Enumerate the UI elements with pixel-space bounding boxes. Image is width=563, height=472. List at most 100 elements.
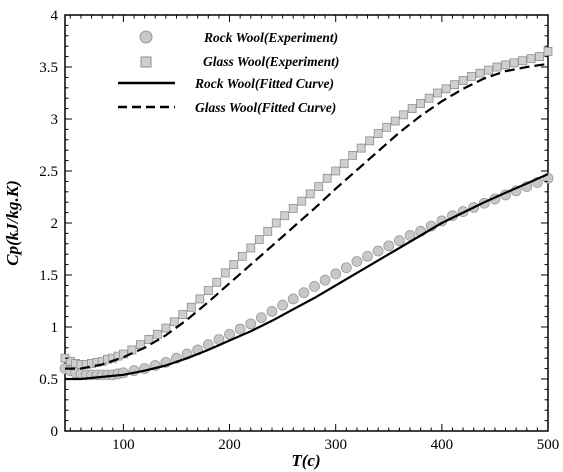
glass-wool-data-point: [424, 93, 434, 103]
series-1-markers: [60, 47, 553, 369]
glass-wool-data-point: [356, 143, 366, 153]
rock-wool-data-point: [117, 367, 129, 379]
rock-wool-data-point: [277, 299, 289, 311]
glass-wool-data-point: [450, 80, 459, 90]
rock-wool-data-point: [255, 312, 267, 324]
x-tick-label: 100: [112, 437, 135, 453]
glass-wool-data-point: [246, 243, 256, 253]
tick-layer: 100 200 300 400 500 0 0.5 1 1.5 2 2.5 3 3.5 4: [39, 8, 559, 453]
glass-wool-data-point: [169, 317, 179, 327]
glass-wool-data-point: [407, 104, 417, 113]
glass-wool-data-point: [220, 268, 230, 278]
glass-wool-data-point: [399, 110, 409, 120]
glass-wool-data-point: [390, 116, 400, 126]
plot-area: 100 200 300 400 500 0 0.5 1 1.5 2 2.5 3 3.5 4: [39, 8, 559, 453]
legend-entry-glass-wool-fitted: Glass Wool(Fitted Curve): [118, 100, 336, 115]
y-tick-label: 3.5: [39, 60, 58, 76]
glass-wool-data-point: [416, 99, 426, 108]
x-tick-label: 400: [431, 437, 454, 453]
glass-wool-data-point: [314, 182, 324, 192]
glass-wool-data-point: [118, 349, 128, 359]
legend: Rock Wool(Experiment) Glass Wool(Experim…: [118, 30, 339, 115]
rock-wool-data-point: [362, 250, 373, 262]
y-axis-title: Cp(kJ/kg.K): [3, 180, 22, 265]
glass-wool-data-point: [161, 323, 171, 333]
legend-entry-rock-wool-experiment: Rock Wool(Experiment): [139, 30, 338, 45]
glass-wool-data-point: [237, 251, 247, 261]
legend-square-marker: [140, 56, 152, 68]
glass-wool-data-point: [475, 68, 485, 78]
legend-label-rock-wool-fitted: Rock Wool(Fitted Curve): [194, 76, 334, 91]
glass-wool-data-point: [467, 71, 476, 81]
y-tick-label: 0: [51, 424, 59, 440]
rock-wool-data-point: [234, 323, 246, 335]
rock-wool-data-point: [266, 305, 278, 317]
glass-wool-data-point: [152, 329, 162, 339]
rock-wool-data-point: [319, 274, 331, 286]
y-tick-label: 2.5: [39, 164, 58, 180]
glass-wool-data-point: [365, 136, 375, 146]
glass-wool-data-point: [484, 65, 493, 75]
glass-wool-data-point: [203, 286, 213, 296]
x-tick-label: 200: [218, 437, 241, 453]
glass-wool-data-point: [433, 88, 443, 98]
legend-entry-rock-wool-fitted: Rock Wool(Fitted Curve): [118, 76, 334, 91]
glass-wool-data-point: [535, 52, 544, 61]
glass-wool-data-point: [373, 129, 383, 138]
glass-wool-data-point: [195, 294, 205, 304]
glass-wool-data-point: [178, 310, 188, 319]
rock-wool-data-point: [372, 245, 384, 257]
y-tick-label: 2: [51, 216, 59, 232]
y-tick-label: 1.5: [39, 268, 58, 284]
y-tick-label: 1: [51, 320, 59, 336]
glass-wool-data-point: [305, 189, 315, 199]
rock-wool-data-point: [287, 293, 299, 305]
glass-wool-data-point: [322, 173, 332, 183]
rock-wool-data-point: [298, 287, 310, 299]
x-tick-label: 500: [537, 437, 560, 453]
y-tick-label: 4: [51, 8, 59, 24]
glass-wool-data-point: [212, 277, 222, 287]
y-tick-label: 0.5: [39, 372, 58, 388]
glass-wool-data-point: [271, 218, 281, 228]
glass-wool-data-point: [382, 122, 392, 132]
glass-wool-data-point: [254, 235, 264, 245]
rock-wool-data-point: [330, 268, 342, 280]
glass-wool-data-point: [518, 56, 527, 66]
glass-wool-data-point: [348, 150, 358, 160]
y-tick-label: 3: [51, 112, 59, 128]
legend-label-glass-wool-fitted: Glass Wool(Fitted Curve): [195, 100, 336, 115]
legend-circle-marker: [139, 30, 153, 44]
rock-wool-fitted-curve: [65, 173, 549, 381]
data-layer: [59, 47, 554, 381]
glass-wool-data-point: [492, 62, 502, 72]
legend-entry-glass-wool-experiment: Glass Wool(Experiment): [140, 54, 339, 69]
glass-wool-data-point: [331, 166, 341, 176]
glass-wool-data-point: [297, 196, 307, 206]
glass-wool-data-point: [144, 335, 154, 344]
glass-wool-data-point: [501, 60, 510, 70]
glass-wool-data-point: [263, 226, 273, 236]
x-tick-label: 300: [324, 437, 347, 453]
legend-label-rock-wool-experiment: Rock Wool(Experiment): [203, 30, 338, 45]
glass-wool-data-point: [186, 302, 196, 312]
glass-wool-data-point: [458, 76, 468, 85]
glass-wool-data-point: [229, 260, 239, 270]
glass-wool-data-point: [280, 211, 290, 221]
glass-wool-data-point: [509, 58, 519, 68]
rock-wool-data-point: [393, 235, 405, 247]
glass-wool-data-point: [543, 47, 553, 56]
rock-wool-data-point: [245, 318, 257, 330]
glass-wool-data-point: [339, 159, 349, 169]
legend-label-glass-wool-experiment: Glass Wool(Experiment): [203, 54, 339, 69]
glass-wool-data-point: [288, 204, 298, 213]
rock-wool-data-point: [309, 281, 320, 292]
rock-wool-data-point: [224, 328, 235, 340]
rock-wool-data-point: [340, 262, 352, 274]
rock-wool-data-point: [351, 256, 363, 267]
glass-wool-data-point: [441, 84, 451, 94]
x-axis-title: T(c): [291, 451, 320, 470]
rock-wool-data-point: [383, 240, 395, 252]
glass-wool-fitted-curve: [65, 62, 549, 370]
